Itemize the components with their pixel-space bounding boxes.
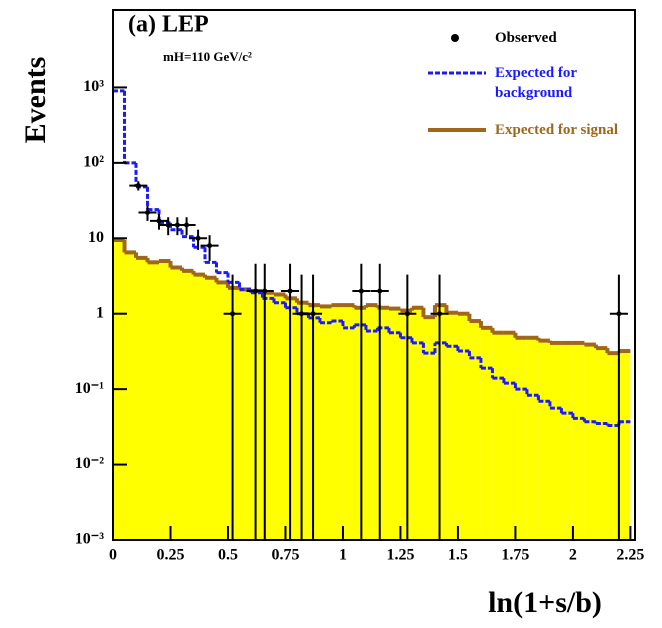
observed-point: [207, 243, 213, 249]
signal-bar: [135, 257, 148, 540]
observed-point: [377, 288, 383, 294]
signal-bar: [181, 270, 194, 540]
signal-bar: [446, 312, 458, 540]
signal-bar: [515, 337, 527, 540]
signal-bar: [503, 332, 516, 540]
x-tick-label: 0.75: [271, 547, 299, 564]
chart-subtitle: mH=110 GeV/c²: [163, 49, 252, 64]
signal-bar: [549, 342, 562, 540]
x-axis-label: ln(1+s/b): [488, 586, 602, 619]
signal-bar: [584, 344, 596, 540]
observed-point: [358, 288, 364, 294]
observed-point: [253, 288, 259, 294]
observed-point: [287, 288, 293, 294]
signal-bar: [354, 307, 366, 540]
legend-marker: [451, 34, 459, 42]
signal-bar: [342, 305, 355, 540]
observed-point: [230, 311, 236, 317]
x-tick-label: 1.75: [501, 547, 529, 564]
signal-bar: [296, 302, 309, 540]
signal-bar: [285, 298, 297, 540]
signal-bar: [400, 310, 412, 540]
y-tick-label: 1: [96, 304, 104, 321]
signal-bar: [170, 267, 182, 540]
signal-bar: [147, 262, 159, 540]
signal-bar: [469, 321, 481, 540]
signal-bar: [457, 313, 470, 540]
signal-bar: [331, 305, 343, 540]
signal-bar: [124, 252, 136, 540]
signal-bar: [423, 317, 435, 540]
x-tick-label: 0.25: [156, 547, 184, 564]
observed-point: [156, 218, 162, 224]
observed-point: [404, 311, 410, 317]
signal-bar: [273, 294, 286, 540]
x-tick-label: 1: [339, 547, 347, 564]
signal-bar: [572, 342, 585, 540]
signal-bar: [365, 305, 378, 540]
signal-bar: [250, 291, 263, 540]
y-tick-label: 10: [88, 229, 104, 246]
signal-bar: [480, 327, 493, 540]
signal-bar: [538, 340, 550, 540]
y-tick-label: 10⁻²: [75, 455, 104, 472]
signal-bar: [158, 260, 171, 540]
x-tick-label: 1.5: [448, 547, 468, 564]
signal-bar: [377, 307, 389, 540]
observed-point: [262, 288, 268, 294]
frame: [112, 9, 636, 541]
signal-bar: [526, 337, 539, 540]
x-tick-label: 2: [569, 547, 577, 564]
observed-point: [135, 183, 141, 189]
signal-bar: [388, 308, 401, 540]
observed-point: [174, 222, 180, 228]
chart-title: (a) LEP: [128, 12, 209, 38]
signal-bar: [561, 342, 573, 540]
y-tick-label: 10⁻³: [75, 531, 104, 548]
legend-label: Expected for background: [495, 65, 577, 101]
observed-point: [437, 311, 443, 317]
legend-label: Expected for signal: [495, 122, 619, 138]
signal-bar: [618, 351, 631, 540]
observed-point: [144, 209, 150, 215]
y-tick-label: 10³: [83, 78, 104, 95]
signal-bar: [193, 274, 205, 540]
signal-bar: [595, 348, 608, 540]
signal-bar: [216, 282, 228, 540]
signal-bar: [204, 277, 217, 540]
signal-bar: [262, 292, 274, 540]
y-tick-label: 10⁻¹: [75, 380, 104, 397]
x-tick-label: 1.25: [386, 547, 414, 564]
y-tick-label: 10²: [83, 154, 104, 171]
signal-bar: [227, 287, 240, 540]
signal-bar: [308, 305, 320, 540]
signal-bar: [492, 332, 504, 540]
x-tick-label: 0: [109, 547, 117, 564]
observed-point: [195, 235, 201, 241]
observed-point: [165, 222, 171, 228]
plot-area: [113, 89, 631, 540]
observed-point: [616, 311, 622, 317]
observed-point: [184, 222, 190, 228]
x-tick-label: 0.5: [218, 547, 238, 564]
y-axis-label: Events: [19, 57, 52, 144]
signal-bar: [434, 305, 447, 540]
x-tick-label: 2.25: [616, 547, 644, 564]
signal-bar: [239, 289, 251, 540]
legend-label: Observed: [495, 30, 557, 46]
signal-bar: [319, 306, 332, 540]
signal-bar: [607, 353, 619, 540]
observed-point: [299, 311, 305, 317]
observed-point: [310, 311, 316, 317]
signal-bar: [411, 307, 424, 540]
